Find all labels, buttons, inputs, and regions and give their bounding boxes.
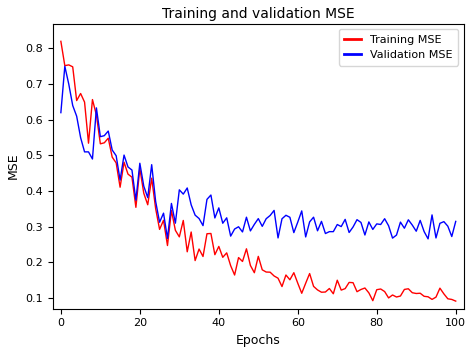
Training MSE (354, 290, 360, 294)
Training MSE (86, 141, 91, 145)
Title: Training and validation MSE: Training and validation MSE (162, 7, 355, 21)
Line: Validation MSE: Validation MSE (61, 66, 456, 239)
Validation MSE (58, 110, 64, 115)
Validation MSE (358, 220, 364, 224)
Y-axis label: MSE: MSE (7, 153, 20, 179)
Training MSE (240, 259, 246, 264)
Training MSE (335, 278, 340, 282)
Training MSE (453, 299, 458, 303)
Validation MSE (90, 157, 95, 161)
Validation MSE (299, 209, 305, 213)
Training MSE (157, 227, 163, 232)
Validation MSE (338, 224, 344, 229)
Line: Training MSE: Training MSE (61, 41, 456, 301)
Validation MSE (161, 211, 166, 215)
Validation MSE (453, 219, 458, 223)
Validation MSE (425, 237, 431, 241)
Training MSE (295, 281, 301, 285)
X-axis label: Epochs: Epochs (236, 334, 281, 347)
Training MSE (58, 39, 64, 44)
Legend: Training MSE, Validation MSE: Training MSE, Validation MSE (339, 29, 458, 66)
Validation MSE (244, 215, 249, 219)
Validation MSE (62, 64, 68, 68)
